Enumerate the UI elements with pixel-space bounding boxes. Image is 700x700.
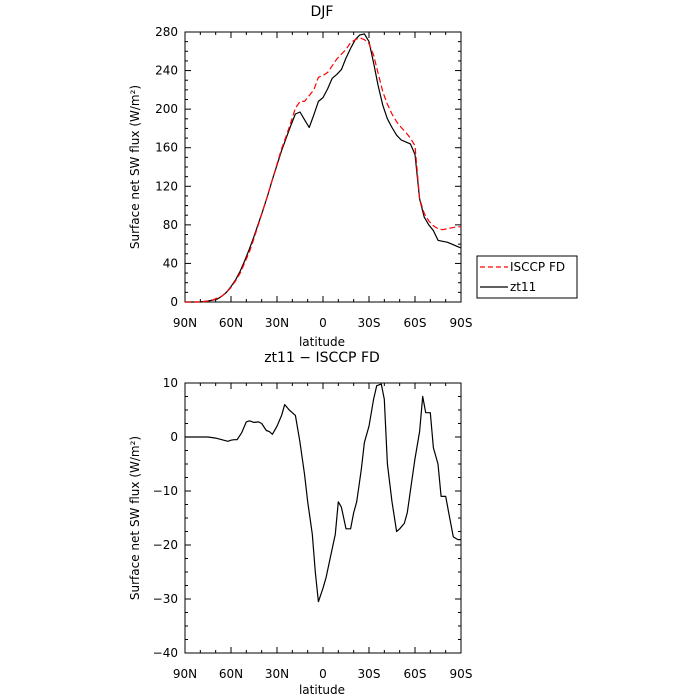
bottom-x-tick-label: 0 xyxy=(319,667,327,681)
bottom-x-tick-label: 60S xyxy=(404,667,427,681)
top-y-tick-label: 280 xyxy=(155,25,178,39)
legend-label-isccp-fd: ISCCP FD xyxy=(510,260,565,274)
top-y-tick-label: 160 xyxy=(155,141,178,155)
top-x-tick-label: 60S xyxy=(404,316,427,330)
bottom-y-tick-label: 10 xyxy=(163,376,178,390)
bottom-x-tick-label: 90N xyxy=(173,667,197,681)
bottom-chart-title: zt11 − ISCCP FD xyxy=(264,350,380,366)
top-series-isccp-fd-line xyxy=(185,37,461,303)
top-y-axis-label: Surface net SW flux (W/m²) xyxy=(128,85,142,249)
top-plot-frame xyxy=(184,31,462,303)
top-axis-ticks: 90N 60N 30N 0 30S 60S 90S 0 40 80 120 160 200 240 280 xyxy=(155,25,472,330)
panel-bottom: zt11 − ISCCP FD 90N 60N 30N 0 30S 60S 90S −40 −3… xyxy=(128,350,472,697)
top-series-zt11-line xyxy=(185,33,462,303)
bottom-plot-frame xyxy=(184,382,462,654)
bottom-y-tick-label: −20 xyxy=(153,538,178,552)
top-y-tick-label: 0 xyxy=(170,295,178,309)
bottom-y-tick-label: −40 xyxy=(153,646,178,660)
top-x-tick-label: 90N xyxy=(173,316,197,330)
top-x-tick-label: 0 xyxy=(319,316,327,330)
top-chart-title: DJF xyxy=(311,4,334,20)
top-x-tick-label: 30N xyxy=(265,316,289,330)
top-y-tick-label: 240 xyxy=(155,64,178,78)
top-y-tick-label: 120 xyxy=(155,179,178,193)
legend-box xyxy=(476,255,578,299)
bottom-x-axis-label: latitude xyxy=(299,683,345,697)
legend: ISCCP FD zt11 xyxy=(476,255,578,299)
bottom-axis-ticks: 90N 60N 30N 0 30S 60S 90S −40 −30 −20 −10 0 10 xyxy=(153,376,473,681)
bottom-x-tick-label: 90S xyxy=(450,667,473,681)
top-series-group xyxy=(185,33,462,303)
bottom-x-tick-label: 30S xyxy=(358,667,381,681)
bottom-y-tick-label: −30 xyxy=(153,592,178,606)
top-x-tick-label: 60N xyxy=(219,316,243,330)
bottom-x-tick-label: 30N xyxy=(265,667,289,681)
legend-label-zt11: zt11 xyxy=(510,280,536,294)
bottom-y-tick-label: 0 xyxy=(170,430,178,444)
panel-top: DJF 90N 60N 30N 0 30S 60S 90S 0 40 80 120 160 200 240… xyxy=(128,4,472,349)
bottom-series-difference-line xyxy=(185,383,461,603)
bottom-y-axis-label: Surface net SW flux (W/m²) xyxy=(128,436,142,600)
top-y-tick-label: 40 xyxy=(163,256,178,270)
top-x-axis-label: latitude xyxy=(299,335,345,349)
top-x-tick-label: 30S xyxy=(358,316,381,330)
bottom-y-tick-label: −10 xyxy=(153,484,178,498)
top-y-tick-label: 200 xyxy=(155,102,178,116)
top-x-tick-label: 90S xyxy=(450,316,473,330)
bottom-series-group xyxy=(185,383,461,603)
top-y-tick-label: 80 xyxy=(163,218,178,232)
bottom-x-tick-label: 60N xyxy=(219,667,243,681)
